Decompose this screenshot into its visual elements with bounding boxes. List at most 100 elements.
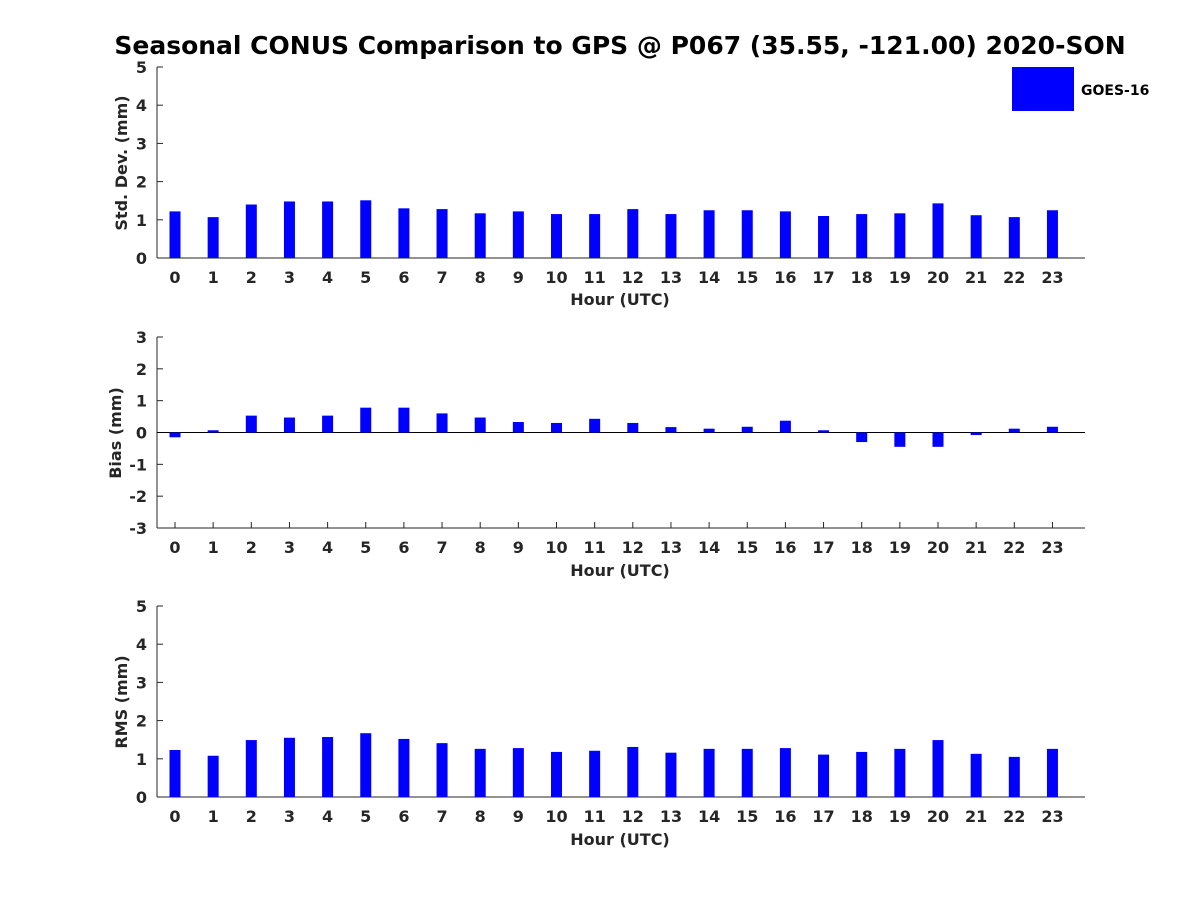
std-dev-bar — [703, 210, 715, 258]
bias-bar — [856, 432, 868, 443]
std-dev-bar — [283, 201, 295, 258]
bias-bar — [436, 413, 448, 433]
rms-xtick-label: 1 — [208, 807, 219, 826]
rms-bar — [551, 751, 562, 797]
rms-ylabel: RMS (mm) — [112, 655, 131, 748]
rms-bar — [283, 737, 295, 797]
rms-bar — [932, 740, 944, 797]
bias-xtick-label: 0 — [169, 538, 180, 557]
std-dev-bar — [169, 211, 181, 258]
rms-xtick-label: 22 — [1003, 807, 1025, 826]
rms-bar — [1046, 748, 1058, 797]
bias-ytick-label: 3 — [136, 328, 147, 347]
bias-bar — [1008, 428, 1020, 433]
std-dev-ytick-label: 5 — [136, 58, 147, 77]
rms-bar — [818, 754, 830, 797]
bias-xtick-label: 17 — [812, 538, 834, 557]
rms-xtick-label: 9 — [513, 807, 524, 826]
rms-xtick-label: 20 — [927, 807, 949, 826]
rms-bar — [474, 748, 486, 797]
bias-xtick-label: 21 — [965, 538, 987, 557]
std-dev-bar — [779, 211, 791, 258]
std-dev-xtick-label: 10 — [545, 268, 567, 287]
bias-bar — [818, 430, 830, 433]
rms-xtick-label: 12 — [622, 807, 644, 826]
bias-xtick-label: 5 — [360, 538, 371, 557]
std-dev-bar — [474, 213, 486, 258]
bias-bar — [703, 428, 715, 433]
bias-xtick-label: 8 — [475, 538, 486, 557]
bias-ylabel: Bias (mm) — [106, 387, 125, 479]
std-dev-xtick-label: 18 — [851, 268, 873, 287]
bias-xtick-label: 14 — [698, 538, 720, 557]
std-dev-ytick-label: 2 — [136, 173, 147, 192]
std-dev-bar — [436, 209, 448, 258]
bias-bar — [474, 417, 486, 433]
bias-bar — [627, 422, 639, 433]
rms-xtick-label: 4 — [322, 807, 333, 826]
rms-xtick-label: 17 — [812, 807, 834, 826]
rms-bar — [1008, 756, 1020, 797]
bias-xtick-label: 10 — [545, 538, 567, 557]
bias-xtick-label: 19 — [889, 538, 911, 557]
std-dev-bar — [245, 204, 257, 258]
bias-bar — [245, 415, 257, 433]
std-dev-xtick-label: 17 — [812, 268, 834, 287]
std-dev-bar — [322, 201, 334, 258]
std-dev-ytick-label: 1 — [136, 211, 147, 230]
std-dev-ytick-label: 3 — [136, 134, 147, 153]
bias-xtick-label: 18 — [851, 538, 873, 557]
bias-xtick-label: 2 — [246, 538, 257, 557]
bias-xtick-label: 12 — [622, 538, 644, 557]
std-dev-xtick-label: 12 — [622, 268, 644, 287]
rms-bar — [207, 755, 219, 797]
std-dev-xtick-label: 13 — [660, 268, 682, 287]
legend: GOES-16 — [1012, 67, 1149, 111]
bias-bar — [589, 418, 601, 433]
bias-xtick-label: 23 — [1041, 538, 1063, 557]
bias-xtick-label: 20 — [927, 538, 949, 557]
rms-bar — [665, 752, 677, 797]
rms-bar — [169, 750, 181, 797]
bias-xtick-label: 15 — [736, 538, 758, 557]
std-dev-bar — [360, 200, 372, 258]
rms-xtick-label: 3 — [284, 807, 295, 826]
rms-xtick-label: 14 — [698, 807, 720, 826]
chart-title: Seasonal CONUS Comparison to GPS @ P067 … — [114, 31, 1125, 60]
bias-ytick-label: 2 — [136, 360, 147, 379]
bias-bar — [779, 420, 791, 433]
std-dev-bar — [856, 214, 868, 258]
std-dev-bar — [970, 215, 982, 258]
bias-bar — [322, 415, 334, 433]
bias-bar — [207, 430, 219, 433]
rms-xtick-label: 23 — [1041, 807, 1063, 826]
bias-bar — [512, 421, 524, 433]
std-dev-xtick-label: 5 — [360, 268, 371, 287]
rms-ytick-label: 5 — [136, 597, 147, 616]
rms-xtick-label: 15 — [736, 807, 758, 826]
std-dev-xtick-label: 14 — [698, 268, 720, 287]
bias-xtick-label: 16 — [774, 538, 796, 557]
rms-xtick-label: 6 — [398, 807, 409, 826]
rms-bar — [779, 748, 791, 797]
std-dev-xtick-label: 16 — [774, 268, 796, 287]
std-dev-bar — [1046, 210, 1058, 258]
rms-bar — [856, 751, 868, 797]
bias-ytick-label: -3 — [129, 519, 147, 538]
bias-bar — [360, 407, 372, 433]
rms-bar — [741, 748, 753, 797]
bias-xtick-label: 9 — [513, 538, 524, 557]
bias-bar — [283, 417, 295, 433]
rms-xtick-label: 8 — [475, 807, 486, 826]
bias-bar — [741, 426, 753, 433]
rms-xtick-label: 21 — [965, 807, 987, 826]
rms-xtick-label: 10 — [545, 807, 567, 826]
rms-ytick-label: 1 — [136, 750, 147, 769]
rms-bar — [398, 738, 410, 797]
rms-xtick-label: 16 — [774, 807, 796, 826]
rms-xtick-label: 11 — [584, 807, 606, 826]
std-dev-bar — [818, 215, 830, 258]
legend-swatch-goes16 — [1012, 67, 1074, 111]
